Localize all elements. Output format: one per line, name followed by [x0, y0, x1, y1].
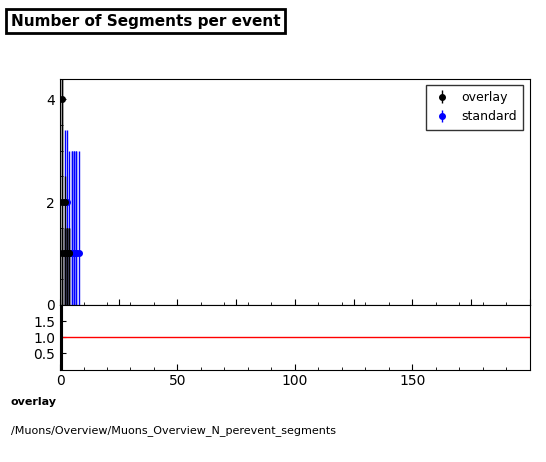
Text: overlay: overlay	[11, 397, 57, 407]
Text: /Muons/Overview/Muons_Overview_N_perevent_segments: /Muons/Overview/Muons_Overview_N_pereven…	[11, 425, 336, 436]
Text: Number of Segments per event: Number of Segments per event	[11, 14, 281, 29]
Legend: overlay, standard: overlay, standard	[426, 85, 524, 129]
